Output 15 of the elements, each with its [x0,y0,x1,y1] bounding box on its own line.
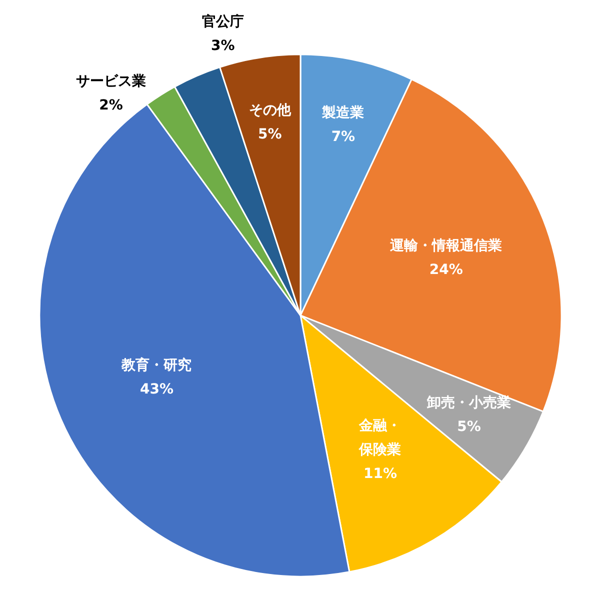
data-label: 43% [140,382,174,398]
slice-label: 教育・研究 [120,356,192,374]
data-label: 5% [457,418,481,435]
slice-label: 官公庁 [202,13,244,30]
data-label: 11% [363,466,397,482]
data-label: 24% [429,262,463,278]
data-label: 7% [331,128,356,145]
slice-label: 製造業 [321,104,364,121]
slice-label: その他 [248,102,292,119]
slice-label: 運輸・情報通信業 [389,236,502,254]
slice-label: サービス業 [76,73,146,90]
slice-label: 金融・保険業 [358,418,402,458]
data-label: 5% [258,126,282,143]
data-label: 3% [210,38,235,54]
data-label: 2% [99,97,123,114]
